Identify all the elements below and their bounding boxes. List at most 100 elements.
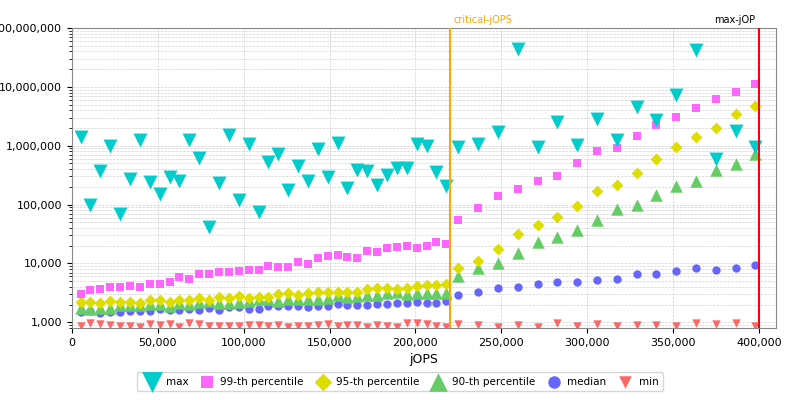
99-th percentile: [420, 243, 433, 249]
median: [272, 303, 285, 310]
median: [302, 304, 314, 310]
99-th percentile: [570, 159, 583, 166]
max: [242, 141, 255, 148]
max: [690, 46, 702, 53]
90-th percentile: [173, 300, 186, 306]
min: [163, 321, 176, 327]
max: [531, 144, 544, 150]
99-th percentile: [154, 280, 166, 287]
max: [183, 137, 196, 143]
min: [361, 324, 374, 330]
min: [124, 323, 137, 330]
max: [472, 140, 485, 147]
max: [134, 136, 146, 143]
95-th percentile: [710, 125, 722, 132]
min: [420, 320, 433, 327]
max: [749, 144, 762, 151]
min: [232, 323, 245, 329]
min: [610, 322, 623, 329]
median: [222, 304, 235, 310]
95-th percentile: [322, 289, 334, 295]
min: [213, 323, 226, 330]
95-th percentile: [104, 297, 117, 304]
median: [630, 270, 643, 277]
median: [440, 298, 453, 305]
min: [282, 323, 294, 330]
95-th percentile: [650, 156, 662, 162]
90-th percentile: [213, 300, 226, 306]
99-th percentile: [390, 243, 403, 250]
99-th percentile: [193, 271, 206, 278]
90-th percentile: [710, 167, 722, 173]
99-th percentile: [410, 244, 423, 251]
median: [74, 308, 87, 315]
min: [531, 324, 544, 330]
90-th percentile: [430, 290, 443, 296]
min: [570, 323, 583, 329]
max: [630, 104, 643, 111]
min: [114, 323, 126, 330]
95-th percentile: [213, 294, 226, 300]
90-th percentile: [94, 304, 106, 311]
95-th percentile: [232, 292, 245, 299]
95-th percentile: [729, 111, 742, 118]
99-th percentile: [173, 273, 186, 280]
99-th percentile: [610, 145, 623, 152]
min: [370, 321, 383, 328]
median: [134, 308, 146, 314]
max: [410, 140, 423, 147]
90-th percentile: [322, 295, 334, 301]
min: [222, 323, 235, 330]
min: [292, 323, 305, 329]
min: [322, 321, 334, 327]
max: [420, 143, 433, 149]
max: [262, 159, 274, 166]
max: [292, 163, 305, 169]
99-th percentile: [430, 238, 443, 245]
95-th percentile: [311, 288, 324, 295]
95-th percentile: [173, 296, 186, 303]
min: [242, 322, 255, 328]
min: [452, 321, 465, 328]
90-th percentile: [690, 177, 702, 184]
max: [173, 178, 186, 184]
99-th percentile: [272, 264, 285, 270]
min: [410, 320, 423, 326]
99-th percentile: [232, 268, 245, 274]
99-th percentile: [491, 193, 504, 200]
min: [341, 322, 354, 328]
min: [311, 322, 324, 328]
95-th percentile: [491, 246, 504, 252]
min: [302, 322, 314, 329]
99-th percentile: [361, 248, 374, 254]
min: [193, 320, 206, 327]
99-th percentile: [351, 255, 364, 261]
median: [262, 303, 274, 310]
median: [154, 306, 166, 312]
95-th percentile: [272, 290, 285, 297]
median: [729, 264, 742, 271]
95-th percentile: [531, 222, 544, 228]
99-th percentile: [590, 148, 603, 154]
median: [570, 279, 583, 286]
max: [440, 183, 453, 189]
median: [94, 309, 106, 316]
min: [331, 323, 344, 330]
median: [252, 306, 265, 312]
99-th percentile: [252, 267, 265, 274]
95-th percentile: [94, 300, 106, 307]
95-th percentile: [420, 282, 433, 288]
median: [430, 300, 443, 306]
max: [570, 142, 583, 149]
median: [410, 299, 423, 305]
max: [114, 211, 126, 218]
max: [322, 174, 334, 180]
median: [213, 306, 226, 313]
Text: critical-jOPS: critical-jOPS: [453, 15, 512, 25]
min: [381, 323, 394, 330]
95-th percentile: [124, 299, 137, 306]
median: [452, 292, 465, 298]
90-th percentile: [143, 301, 156, 307]
99-th percentile: [511, 186, 524, 192]
99-th percentile: [183, 276, 196, 282]
